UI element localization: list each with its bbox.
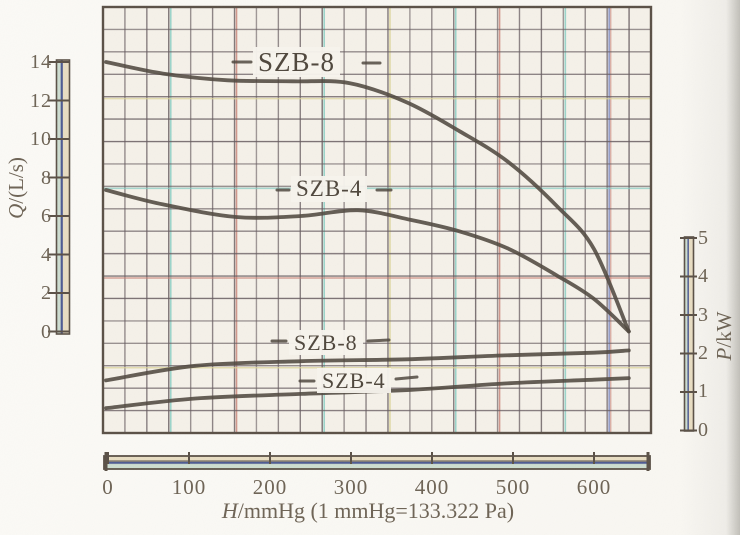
y-axis-left-title: Q/(L/s)	[3, 128, 29, 248]
curve-label-szb4-power: SZB-4	[317, 368, 391, 394]
q-tick-2: 2	[41, 282, 52, 304]
h-tick-500: 500	[495, 475, 531, 499]
h-unit: /mmHg (1 mmHg=133.322 Pa)	[237, 498, 515, 523]
curve-label-szb4-flow: SZB-4	[291, 176, 368, 203]
p-tick-5: 5	[698, 227, 709, 249]
h-tick-0: 0	[102, 475, 114, 499]
p-unit: /kW	[712, 311, 736, 348]
x-axis-title: H/mmHg (1 mmHg=133.322 Pa)	[188, 498, 548, 524]
q-tick-12: 12	[30, 90, 52, 112]
curve-label-szb8-power: SZB-8	[289, 330, 363, 356]
h-tick-200: 200	[252, 475, 288, 499]
y-axis-right-title: P/kW	[711, 291, 737, 381]
h-tick-100: 100	[171, 475, 207, 499]
q-tick-0: 0	[41, 321, 52, 343]
h-tick-400: 400	[414, 475, 450, 499]
curve-label-szb8-flow: SZB-8	[253, 47, 341, 78]
p-tick-4: 4	[698, 265, 709, 287]
h-variable: H	[221, 498, 238, 523]
h-tick-300: 300	[333, 475, 369, 499]
p-tick-0: 0	[698, 419, 709, 441]
p-variable: P	[712, 347, 736, 361]
q-tick-14: 14	[30, 51, 52, 73]
p-tick-1: 1	[698, 380, 709, 402]
q-variable: Q	[4, 203, 28, 219]
q-unit: /(L/s)	[4, 157, 28, 204]
h-tick-600: 600	[576, 475, 612, 499]
